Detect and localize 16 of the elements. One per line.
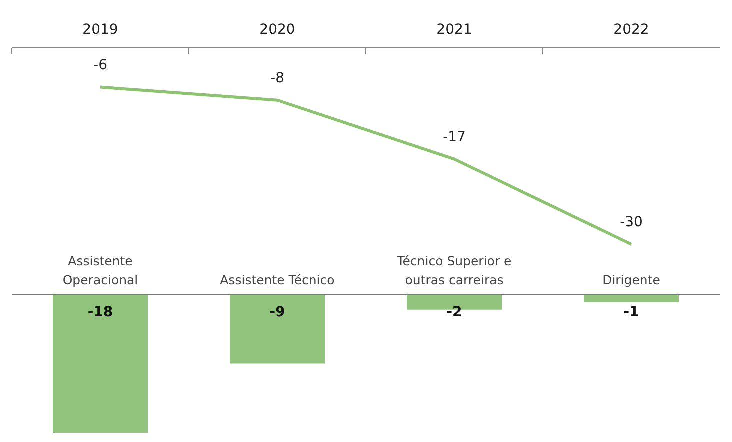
data-label: -9 [270, 304, 286, 321]
x-tick-label: Assistente Operacional [62, 254, 138, 288]
data-label: -6 [94, 57, 108, 74]
data-label: -2 [446, 304, 462, 321]
data-label: -1 [624, 304, 640, 321]
data-label: -18 [88, 304, 114, 321]
x-tick-label: 2022 [614, 22, 650, 38]
x-tick-label: Assistente Técnico [220, 272, 335, 288]
x-tick-label: 2019 [82, 22, 118, 38]
data-label: -8 [270, 70, 284, 86]
x-tick-label: Técnico Superior e outras carreiras [396, 254, 512, 288]
data-label: -17 [443, 129, 466, 146]
data-label: -30 [620, 214, 643, 230]
x-tick-label: 2021 [436, 22, 472, 38]
x-tick-label: Dirigente [602, 272, 661, 288]
x-tick-label: 2020 [260, 22, 296, 38]
